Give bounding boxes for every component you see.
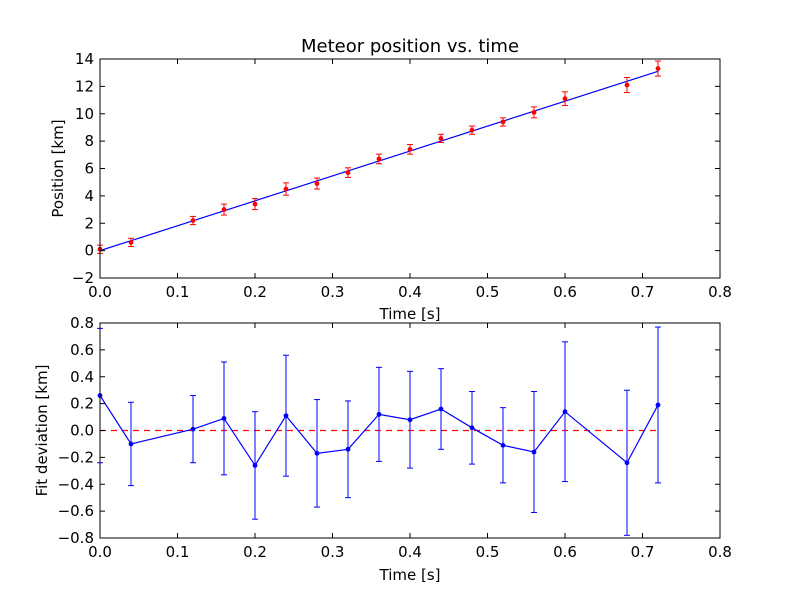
data-point xyxy=(190,426,196,432)
plot-title: Meteor position vs. time xyxy=(301,36,519,57)
data-point xyxy=(624,460,630,466)
plot-area xyxy=(100,59,720,278)
deviation-ticks: 0.0 0.1 0.2 0.3 0.4 0.5 0.6 0.7 0.8 −0.8 −0.6 −0.4 −… xyxy=(58,314,732,561)
y-axis-label: Fit deviation [km] xyxy=(33,365,51,497)
y-tick-label: 4 xyxy=(84,187,94,205)
data-point xyxy=(469,127,475,133)
x-tick-label: 0.5 xyxy=(476,543,500,561)
x-tick-label: 0.3 xyxy=(321,283,345,301)
data-point xyxy=(345,446,351,452)
x-tick-label: 0.7 xyxy=(631,283,655,301)
data-point xyxy=(624,82,630,88)
y-tick-label: −2 xyxy=(72,269,94,287)
position-plot: Meteor position vs. time 0.0 0.1 0.2 0.3 0.4… xyxy=(49,36,732,323)
y-tick-label: 8 xyxy=(84,132,94,150)
data-point xyxy=(562,96,568,102)
data-point xyxy=(655,402,661,408)
y-tick-label: 14 xyxy=(75,50,94,68)
y-tick-label: 2 xyxy=(84,214,94,232)
data-point xyxy=(500,442,506,448)
data-point xyxy=(128,240,134,245)
data-point xyxy=(190,218,196,223)
data-point xyxy=(221,207,227,212)
data-point xyxy=(469,425,475,431)
data-point xyxy=(376,156,382,162)
y-tick-label: 0.8 xyxy=(70,314,94,332)
data-point xyxy=(314,181,320,186)
x-tick-label: 0.0 xyxy=(88,543,112,561)
data-point xyxy=(531,109,537,115)
x-tick-label: 0.8 xyxy=(708,543,732,561)
y-tick-label: 6 xyxy=(84,160,94,178)
x-tick-label: 0.4 xyxy=(398,543,422,561)
data-point xyxy=(531,449,537,455)
y-axis-label: Position [km] xyxy=(49,119,67,217)
data-point xyxy=(221,416,227,421)
x-tick-label: 0.5 xyxy=(476,283,500,301)
data-point xyxy=(252,201,258,207)
data-point xyxy=(314,450,320,456)
data-point xyxy=(438,135,444,141)
y-tick-label: 0.0 xyxy=(70,422,94,440)
x-tick-label: 0.1 xyxy=(166,283,190,301)
y-tick-label: −0.2 xyxy=(58,448,94,466)
x-tick-label: 0.2 xyxy=(243,283,267,301)
x-tick-label: 0.0 xyxy=(88,283,112,301)
y-tick-label: 0 xyxy=(84,242,94,260)
data-point xyxy=(438,406,444,412)
data-point xyxy=(562,409,568,415)
x-tick-label: 0.4 xyxy=(398,283,422,301)
x-tick-label: 0.2 xyxy=(243,543,267,561)
y-tick-label: 12 xyxy=(75,77,94,95)
y-tick-label: −0.6 xyxy=(58,502,94,520)
data-point xyxy=(655,66,661,71)
x-tick-label: 0.3 xyxy=(321,543,345,561)
data-point xyxy=(407,146,413,152)
y-tick-label: 0.4 xyxy=(70,368,94,386)
data-point xyxy=(407,417,413,423)
data-point xyxy=(128,441,134,447)
deviation-plot: 0.0 0.1 0.2 0.3 0.4 0.5 0.6 0.7 0.8 −0.8 −0.6 −0.4 −… xyxy=(33,314,732,584)
x-axis-label: Time [s] xyxy=(379,305,441,323)
y-tick-label: −0.4 xyxy=(58,475,94,493)
x-axis-label: Time [s] xyxy=(379,566,441,584)
position-ticks: 0.0 0.1 0.2 0.3 0.4 0.5 0.6 0.7 0.8 −2 0 2 4 6 8 10 12 14 xyxy=(72,50,732,301)
x-tick-label: 0.1 xyxy=(166,543,190,561)
data-point xyxy=(376,411,382,417)
x-tick-label: 0.6 xyxy=(553,543,577,561)
y-tick-label: 0.2 xyxy=(70,395,94,413)
y-tick-label: 10 xyxy=(75,105,94,123)
y-tick-label: 0.6 xyxy=(70,341,94,359)
data-point xyxy=(500,119,506,125)
x-tick-label: 0.7 xyxy=(631,543,655,561)
data-point xyxy=(283,186,289,192)
x-tick-label: 0.6 xyxy=(553,283,577,301)
data-point xyxy=(252,463,258,468)
y-tick-label: −0.8 xyxy=(58,529,94,547)
x-tick-label: 0.8 xyxy=(708,283,732,301)
data-point xyxy=(345,170,351,176)
position-marks xyxy=(97,60,661,254)
data-point xyxy=(283,413,289,419)
